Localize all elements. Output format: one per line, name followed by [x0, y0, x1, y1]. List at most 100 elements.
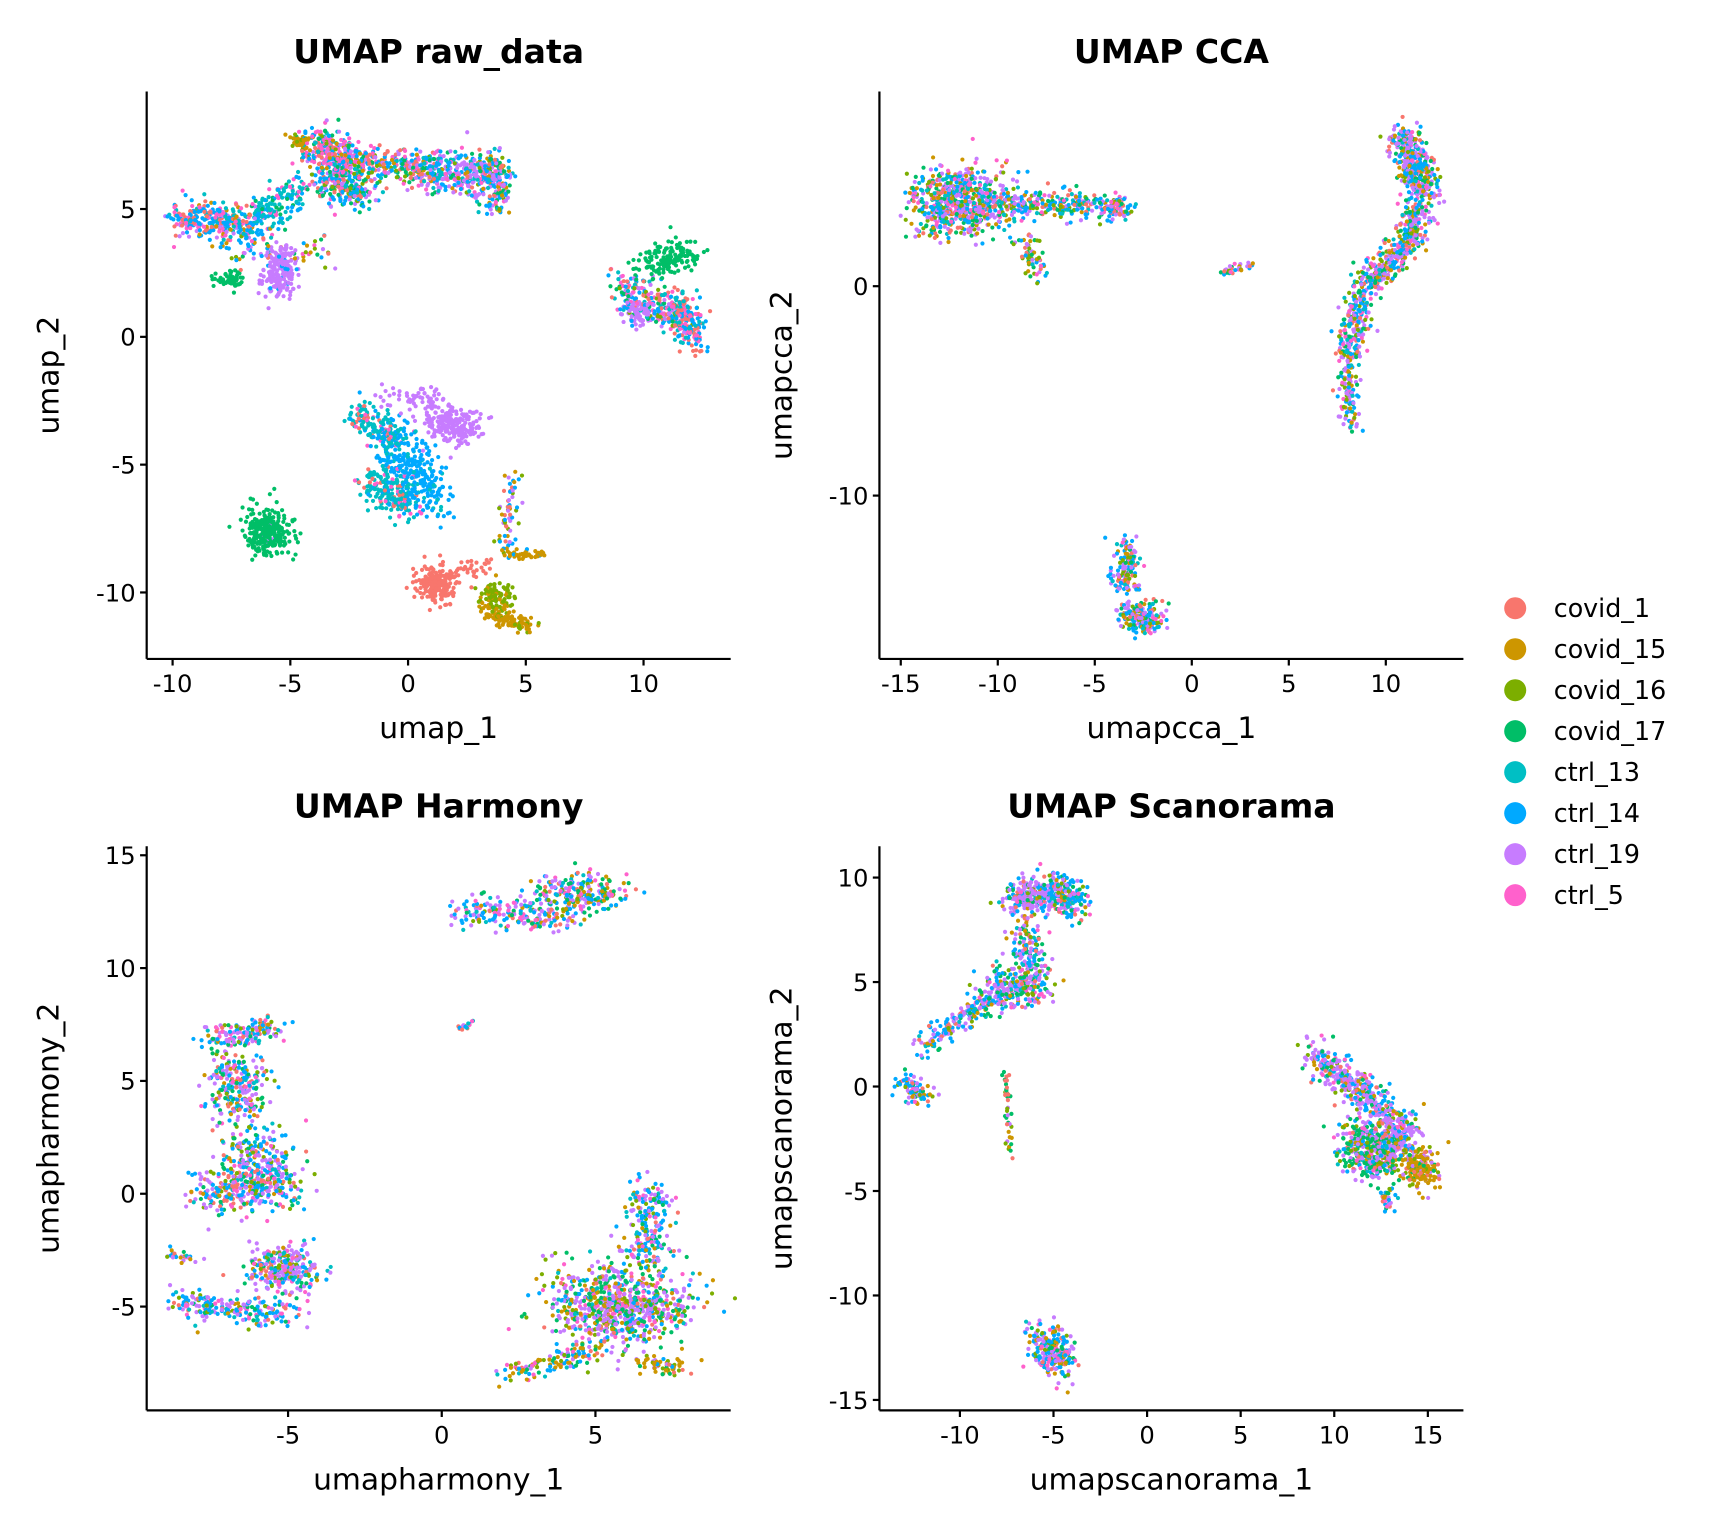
point-ctrl_19 — [410, 397, 415, 403]
point-ctrl_19 — [273, 284, 278, 290]
point-covid_1 — [421, 582, 426, 587]
point-ctrl_13 — [389, 507, 394, 512]
point-covid_1 — [203, 199, 208, 204]
point-covid_1 — [458, 566, 463, 571]
point-covid_17 — [666, 254, 671, 260]
point-ctrl_19 — [440, 397, 445, 402]
point-ctrl_5 — [172, 205, 177, 210]
point-covid_16 — [497, 506, 502, 511]
point-ctrl_13 — [467, 189, 472, 194]
point-ctrl_14 — [412, 454, 417, 459]
point-covid_1 — [646, 296, 651, 302]
point-covid_17 — [264, 553, 269, 558]
point-covid_17 — [903, 234, 909, 239]
point-covid_1 — [244, 203, 249, 208]
point-ctrl_19 — [261, 267, 266, 272]
point-ctrl_14 — [412, 480, 417, 485]
point-ctrl_19 — [645, 302, 650, 307]
x-tick-label: 0 — [400, 669, 415, 698]
point-covid_1 — [1400, 114, 1405, 120]
point-ctrl_19 — [383, 388, 388, 394]
point-covid_15 — [514, 547, 519, 552]
point-covid_17 — [478, 169, 483, 174]
point-covid_17 — [295, 540, 300, 545]
point-ctrl_19 — [520, 500, 525, 505]
point-covid_1 — [471, 569, 476, 574]
point-covid_17 — [223, 280, 228, 285]
point-covid_1 — [487, 566, 493, 571]
point-ctrl_19 — [256, 291, 261, 296]
point-ctrl_14 — [434, 161, 440, 166]
point-ctrl_13 — [694, 288, 699, 293]
point-ctrl_14 — [366, 492, 371, 497]
point-ctrl_14 — [451, 515, 456, 520]
point-ctrl_19 — [627, 308, 632, 313]
point-ctrl_13 — [315, 149, 321, 154]
point-ctrl_14 — [294, 174, 299, 179]
point-ctrl_5 — [417, 504, 423, 509]
point-covid_16 — [425, 171, 430, 176]
point-ctrl_14 — [320, 171, 325, 176]
point-ctrl_19 — [426, 430, 431, 435]
point-ctrl_14 — [401, 511, 407, 516]
point-ctrl_19 — [420, 399, 425, 405]
point-covid_17 — [248, 496, 253, 501]
point-covid_17 — [227, 524, 232, 529]
point-covid_17 — [248, 530, 253, 536]
point-ctrl_14 — [226, 246, 231, 251]
point-covid_1 — [418, 585, 423, 591]
point-ctrl_14 — [318, 176, 323, 181]
point-covid_1 — [439, 597, 444, 602]
point-ctrl_13 — [681, 299, 686, 304]
point-ctrl_5 — [201, 224, 207, 229]
point-ctrl_13 — [384, 451, 389, 456]
point-ctrl_19 — [474, 419, 479, 424]
point-ctrl_13 — [371, 404, 376, 409]
point-covid_17 — [669, 240, 674, 245]
point-covid_1 — [453, 570, 458, 575]
point-ctrl_14 — [484, 211, 490, 216]
point-ctrl_13 — [370, 416, 375, 421]
point-covid_1 — [427, 174, 432, 180]
point-covid_15 — [360, 168, 365, 173]
point-covid_1 — [208, 210, 213, 215]
point-ctrl_13 — [661, 330, 666, 335]
point-ctrl_14 — [205, 203, 210, 208]
point-covid_17 — [294, 536, 299, 541]
point-ctrl_14 — [440, 484, 446, 490]
point-ctrl_19 — [263, 294, 268, 299]
point-covid_15 — [481, 606, 486, 611]
point-ctrl_5 — [171, 244, 177, 250]
point-ctrl_14 — [1124, 591, 1129, 596]
point-ctrl_14 — [425, 460, 430, 465]
point-ctrl_13 — [693, 323, 698, 328]
point-ctrl_5 — [408, 511, 413, 516]
point-ctrl_14 — [435, 493, 440, 498]
point-ctrl_14 — [655, 306, 661, 312]
point-ctrl_19 — [633, 322, 638, 327]
point-covid_17 — [335, 164, 340, 170]
point-ctrl_19 — [231, 231, 236, 236]
point-ctrl_14 — [285, 267, 290, 272]
point-ctrl_19 — [289, 246, 294, 251]
point-covid_17 — [682, 265, 688, 270]
point-covid_16 — [394, 168, 399, 173]
point-ctrl_14 — [448, 485, 453, 490]
point-ctrl_14 — [189, 198, 194, 203]
point-covid_17 — [250, 557, 255, 562]
point-covid_1 — [436, 576, 441, 581]
point-ctrl_5 — [318, 129, 323, 134]
point-covid_1 — [316, 161, 322, 167]
point-covid_15 — [533, 549, 538, 554]
point-ctrl_19 — [938, 163, 943, 168]
point-ctrl_14 — [415, 459, 421, 464]
point-ctrl_19 — [631, 302, 636, 307]
point-ctrl_14 — [414, 512, 420, 517]
point-ctrl_13 — [371, 470, 377, 475]
point-ctrl_5 — [356, 139, 361, 145]
point-ctrl_14 — [197, 221, 202, 226]
point-ctrl_13 — [616, 277, 621, 282]
point-ctrl_19 — [257, 281, 262, 286]
point-ctrl_14 — [629, 318, 634, 323]
point-ctrl_19 — [448, 149, 453, 154]
